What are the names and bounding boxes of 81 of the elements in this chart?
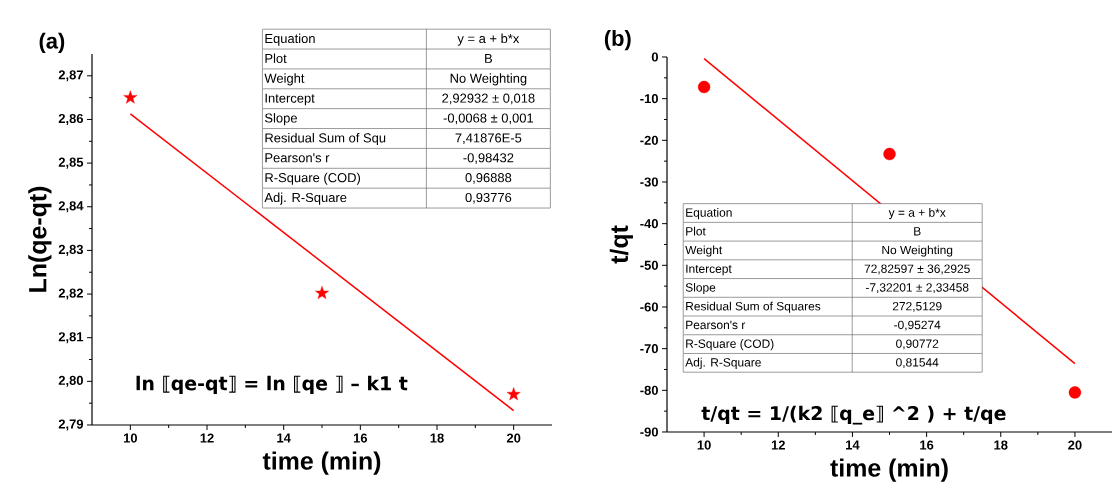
x-axis-title: time (min) <box>830 458 948 482</box>
y-tick-label: -90 <box>640 427 658 437</box>
annotation: 272,5129 <box>892 301 942 312</box>
annotation: Plot <box>265 53 287 63</box>
annotation: 0,81544 <box>896 358 939 369</box>
chart-title: (b) <box>604 29 631 51</box>
annotation: t/qt = 1/(k2 ⟦q_e⟧ ^2 ) + t/qe <box>701 405 1006 425</box>
annotation: 2,92932 ± 0,018 <box>442 93 535 105</box>
y-tick-label: 2,83 <box>58 244 84 256</box>
annotation: -0,0068 ± 0,001 <box>443 113 534 125</box>
y-tick-label: -30 <box>640 177 658 187</box>
annotation: 72,82597 ± 36,2925 <box>864 264 970 275</box>
chart-title: (a) <box>39 32 65 54</box>
x-tick-label: 18 <box>430 433 444 443</box>
y-tick-label: 2,79 <box>58 419 84 431</box>
annotation: Adj. R-Square <box>264 192 347 205</box>
annotation: Pearson's r <box>265 153 330 163</box>
x-tick-label: 16 <box>920 440 934 450</box>
x-tick-label: 14 <box>846 440 860 450</box>
annotation: Intercept <box>686 264 732 276</box>
annotation: -7,32201 ± 2,33458 <box>865 283 969 294</box>
text: y = a + b*x <box>457 33 520 46</box>
annotation: B <box>485 53 493 63</box>
y-tick-label: 0 <box>651 52 658 62</box>
y-tick-label: -20 <box>640 135 658 145</box>
point <box>315 286 329 300</box>
annotation: Pearson's r <box>686 320 746 330</box>
annotation: No Weighting <box>882 245 953 257</box>
x-tick-label: 12 <box>200 433 214 443</box>
y-tick-label: -10 <box>640 94 658 104</box>
annotation: 0,90772 <box>896 339 939 350</box>
annotation: 7,41876E-5 <box>455 133 522 145</box>
y-axis-title: t/qt <box>609 225 633 264</box>
x-tick-label: 10 <box>123 433 138 443</box>
y-axis-title: Ln(qe-qt) <box>28 186 52 292</box>
x-axis-title: time (min) <box>262 451 381 475</box>
y-tick-label: 2,80 <box>58 375 83 387</box>
x-tick-label: 14 <box>277 433 291 443</box>
y-tick-label: -50 <box>640 260 658 270</box>
annotation: Residual Sum of Squ <box>265 132 386 146</box>
annotation: -0,98432 <box>463 153 514 164</box>
annotation: 0,93776 <box>465 192 512 204</box>
point <box>883 147 896 161</box>
annotation: y = a + b*x <box>888 208 946 220</box>
annotation: Weight <box>264 73 305 86</box>
annotation: ln ⟦qe-qt⟧ = ln ⟦qe ⟧ – k1 t <box>136 375 408 395</box>
x-tick-label: 18 <box>994 440 1008 450</box>
annotation: Residual Sum of Squares <box>686 301 821 313</box>
annotation: Adj. R-Square <box>685 357 761 369</box>
annotation: Weight <box>685 245 723 257</box>
annotation: -0,95274 <box>894 320 941 331</box>
x-tick-label: 20 <box>506 433 521 443</box>
x-tick-label: 20 <box>1068 440 1082 450</box>
y-tick-label: -80 <box>640 385 658 395</box>
annotation: Slope <box>264 113 297 126</box>
point <box>123 90 138 104</box>
y-tick-label: 2,81 <box>58 332 84 344</box>
y-tick-label: 2,84 <box>58 201 84 213</box>
annotation: B <box>914 227 921 236</box>
annotation: Plot <box>686 226 706 236</box>
y-tick-label: -40 <box>640 219 658 229</box>
y-tick-label: -60 <box>640 302 658 312</box>
point <box>1068 386 1082 399</box>
text: Equation <box>265 33 315 46</box>
y-tick-label: 2,82 <box>58 288 83 300</box>
x-tick-label: 12 <box>771 440 785 450</box>
y-tick-label: 2,86 <box>58 113 84 125</box>
point <box>506 387 521 401</box>
y-tick-label: -70 <box>640 344 658 354</box>
y-tick-label: 2,85 <box>58 157 84 169</box>
annotation: 0,96888 <box>465 173 512 184</box>
annotation: Equation <box>686 208 732 220</box>
annotation: R-Square (COD) <box>265 172 361 185</box>
x-tick-label: 10 <box>697 440 711 450</box>
annotation: No Weighting <box>450 73 527 86</box>
y-tick-label: 2,87 <box>58 70 83 82</box>
x-tick-label: 16 <box>353 433 368 443</box>
annotation: Slope <box>685 282 716 295</box>
annotation: R-Square (COD) <box>686 339 774 351</box>
annotation: Intercept <box>265 93 315 106</box>
point <box>697 80 711 94</box>
